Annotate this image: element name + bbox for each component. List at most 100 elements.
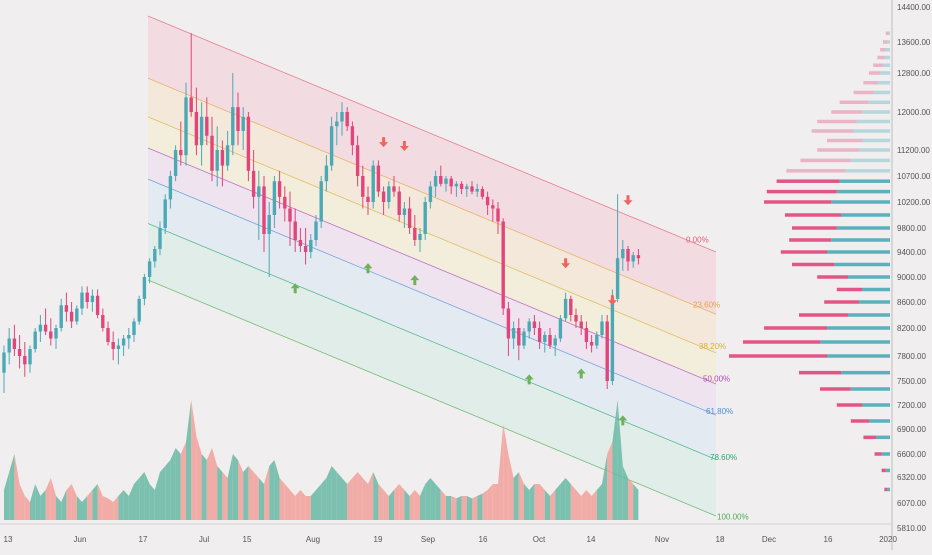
volume-segment — [435, 484, 441, 520]
profile-bar-up — [856, 119, 890, 124]
time-tick-label: 17 — [139, 535, 148, 544]
arrow-up-icon — [410, 275, 420, 286]
candle-body — [236, 107, 240, 131]
profile-bar-up — [841, 213, 890, 217]
candle-body — [142, 277, 147, 299]
volume-segment — [165, 460, 171, 520]
profile-bar-down — [817, 119, 857, 124]
candle-body — [335, 121, 339, 127]
volume-segment — [321, 478, 327, 520]
profile-bar-up — [839, 179, 890, 183]
volume-segment — [316, 484, 322, 520]
volume-segment — [180, 442, 186, 520]
arrow-down-icon — [399, 141, 409, 152]
volume-segment — [440, 490, 446, 520]
volume-segment — [326, 466, 332, 520]
volume-segment — [430, 478, 436, 520]
profile-bar-up — [841, 370, 890, 375]
profile-bar-down — [743, 340, 820, 344]
profile-bar-down — [863, 435, 876, 440]
volume-segment — [108, 498, 114, 520]
profile-bar-up — [859, 300, 890, 304]
volume-segment — [492, 484, 498, 520]
fib-band — [148, 116, 716, 385]
volume-segment — [425, 478, 431, 520]
volume-segment — [472, 496, 478, 520]
candle-body — [470, 186, 474, 192]
candle-body — [111, 342, 115, 349]
fib-band — [148, 179, 716, 460]
volume-segment — [576, 490, 582, 520]
volume-segment — [97, 484, 103, 520]
candle-body — [433, 176, 438, 187]
profile-bar-down — [885, 31, 889, 35]
profile-bar-down — [799, 370, 841, 375]
volume-segment — [149, 484, 155, 520]
volume-segment — [596, 484, 602, 520]
volume-segment — [217, 466, 223, 520]
price-tick-label: 10200.00 — [897, 198, 931, 207]
profile-bar-down — [827, 138, 862, 143]
volume-segment — [76, 496, 82, 520]
candle-body — [298, 240, 303, 246]
candle-body — [615, 258, 620, 299]
profile-bar-down — [824, 300, 860, 304]
volume-segment — [560, 478, 566, 520]
price-tick-label: 13600.00 — [897, 38, 931, 47]
candle-body — [345, 112, 349, 127]
candle-body — [350, 126, 355, 146]
volume-segment — [409, 490, 415, 520]
volume-segment — [414, 490, 420, 520]
volume-segment — [498, 424, 504, 520]
volume-segment — [586, 490, 592, 520]
profile-bar-up — [883, 63, 890, 67]
profile-bar-down — [817, 275, 848, 279]
candle-body — [569, 298, 573, 315]
profile-bar-up — [884, 55, 890, 60]
time-axis[interactable]: 13 Jun 17 Jul 15 Aug 19 Sep 16 Oct 14 Nov 18 Dec 16 202… — [4, 535, 898, 544]
profile-bar-up — [887, 487, 890, 492]
time-tick-label: 13 — [4, 535, 13, 544]
volume-segment — [191, 400, 197, 520]
arrow-down-icon — [561, 258, 571, 269]
candle-body — [491, 205, 495, 209]
price-tick-label: 5810.00 — [897, 524, 926, 533]
price-tick-label: 10700.00 — [897, 172, 931, 181]
volume-segment — [487, 484, 493, 520]
profile-bar-up — [887, 40, 890, 44]
profile-bar-up — [885, 468, 890, 473]
profile-bar-down — [792, 226, 837, 230]
fib-level-label: 23.60% — [693, 301, 720, 310]
volume-segment — [628, 478, 634, 520]
time-tick-label: 18 — [716, 535, 725, 544]
arrow-down-shape — [623, 195, 633, 206]
profile-bar-up — [836, 189, 890, 194]
volume-segment — [50, 478, 56, 520]
candle-body — [496, 208, 500, 222]
time-tick-label: Oct — [533, 535, 546, 544]
candle-body — [12, 338, 17, 349]
volume-segment — [40, 490, 46, 520]
candle-body — [413, 228, 417, 240]
volume-segment — [305, 496, 311, 520]
volume-segment — [56, 496, 62, 520]
time-tick-label: 19 — [374, 535, 383, 544]
candle-body — [444, 178, 448, 184]
volume-segment — [581, 490, 587, 520]
time-tick-label: Jun — [74, 535, 87, 544]
candle-body — [101, 315, 105, 328]
candle-body — [215, 150, 219, 171]
volume-segment — [274, 460, 280, 520]
profile-bar-down — [863, 81, 878, 85]
profile-bar-down — [786, 169, 846, 173]
candle-body — [387, 186, 391, 202]
volume-segment — [19, 484, 25, 520]
volume-segment — [357, 472, 363, 520]
volume-segment — [92, 484, 98, 520]
candle-body — [163, 199, 167, 228]
volume-segment — [300, 490, 306, 520]
candle-body — [402, 208, 407, 215]
price-axis[interactable]: 14400.00 13600.00 12800.00 12000.00 11200.00… — [897, 3, 931, 533]
